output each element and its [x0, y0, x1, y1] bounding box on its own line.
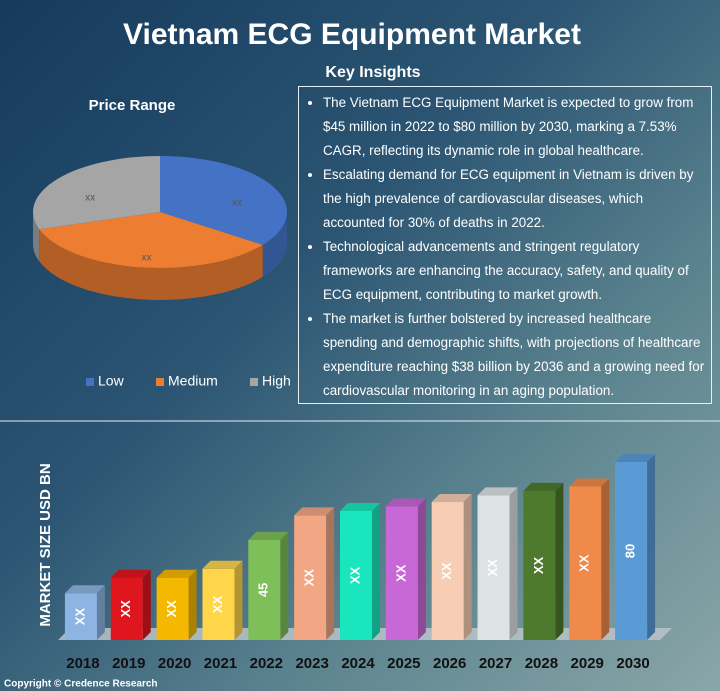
bar — [248, 539, 281, 640]
x-tick-label: 2019 — [112, 655, 145, 672]
bar-top — [569, 478, 610, 487]
legend-swatch — [156, 378, 164, 386]
pie-value-label: xx — [232, 197, 242, 208]
bar-top — [156, 569, 197, 578]
bar-side — [326, 507, 335, 640]
insights-box: The Vietnam ECG Equipment Market is expe… — [298, 86, 712, 404]
bar — [615, 462, 648, 640]
bar-side — [601, 478, 610, 640]
legend-swatch — [250, 378, 258, 386]
bar-side — [509, 487, 518, 640]
pie-slice — [32, 156, 161, 230]
x-tick-label: 2027 — [479, 655, 512, 672]
x-tick-label: 2029 — [571, 655, 604, 672]
insight-bullet: Technological advancements and stringent… — [323, 235, 705, 307]
pie-slice-side — [33, 212, 40, 262]
pie-slice — [39, 212, 263, 268]
y-axis-label: MARKET SIZE USD BN — [37, 463, 54, 626]
bar-value-label: XX — [72, 608, 87, 626]
bar — [64, 593, 97, 640]
bar — [569, 486, 602, 640]
x-tick-label: 2023 — [295, 655, 328, 672]
bar-top — [248, 531, 289, 540]
bar-top — [431, 494, 472, 503]
pie-value-label: xx — [85, 192, 95, 203]
bar-value-label: XX — [577, 554, 592, 572]
insight-bullet: Escalating demand for ECG equipment in V… — [323, 163, 705, 235]
bar-value-label: XX — [164, 600, 179, 618]
bar-value-label: 80 — [623, 544, 638, 558]
x-tick-label: 2018 — [66, 655, 99, 672]
bar-value-label: XX — [531, 556, 546, 574]
bar-value-label: XX — [393, 564, 408, 582]
bar-top — [110, 569, 151, 578]
insight-bullet: The Vietnam ECG Equipment Market is expe… — [323, 91, 705, 163]
bar — [523, 490, 556, 640]
bar — [110, 577, 143, 640]
bar-top — [64, 585, 105, 594]
x-tick-label: 2022 — [250, 655, 283, 672]
bar-top — [523, 482, 564, 491]
bar-value-label: XX — [439, 562, 454, 580]
insights-list: The Vietnam ECG Equipment Market is expe… — [299, 91, 705, 403]
bar-top — [385, 498, 426, 507]
bar-side — [372, 502, 380, 640]
pie-slice — [160, 156, 288, 245]
x-tick-label: 2030 — [616, 655, 649, 672]
page-title: Vietnam ECG Equipment Market — [123, 18, 581, 51]
bar — [385, 506, 418, 640]
bar-value-label: XX — [485, 559, 500, 577]
bar-value-label: XX — [118, 600, 133, 618]
x-tick-label: 2021 — [204, 655, 237, 672]
bar-side — [96, 585, 105, 640]
pie-value-label: xx — [141, 252, 151, 263]
x-tick-label: 2028 — [525, 655, 558, 672]
bar-side — [647, 454, 656, 640]
bar-value-label: 45 — [256, 583, 271, 597]
legend-label: Medium — [168, 373, 218, 389]
insights-heading: Key Insights — [325, 64, 420, 81]
pie-title: Price Range — [89, 97, 176, 114]
legend-label: Low — [98, 373, 125, 389]
bar — [156, 577, 189, 640]
bar-value-label: XX — [210, 595, 225, 613]
x-tick-label: 2026 — [433, 655, 466, 672]
legend-label: High — [262, 373, 291, 389]
bar-top — [294, 507, 335, 516]
bar-top — [202, 560, 243, 569]
bar-value-label: XX — [302, 569, 317, 587]
bar — [202, 568, 235, 640]
bar — [431, 502, 464, 640]
bar — [340, 510, 372, 640]
pie-slice-side — [39, 229, 263, 300]
insight-bullet: The market is further bolstered by incre… — [323, 307, 705, 403]
bar-side — [555, 482, 564, 640]
bar-top — [340, 502, 380, 511]
bar-side — [142, 569, 151, 640]
x-tick-label: 2020 — [158, 655, 191, 672]
bar-top — [615, 454, 656, 462]
bar-side — [463, 494, 472, 640]
bar-side — [188, 569, 197, 640]
pie-slice-side — [262, 212, 287, 277]
legend-swatch — [86, 378, 94, 386]
bar-side — [234, 560, 243, 640]
bar — [477, 495, 510, 640]
x-tick-label: 2025 — [387, 655, 420, 672]
x-tick-label: 2024 — [341, 655, 375, 672]
footer: Copyright © Credence Research — [4, 679, 158, 690]
bar-side — [280, 531, 289, 640]
bar-value-label: XX — [347, 566, 362, 584]
bar-top — [477, 487, 518, 496]
bar-side — [417, 498, 426, 640]
bar — [294, 515, 327, 640]
